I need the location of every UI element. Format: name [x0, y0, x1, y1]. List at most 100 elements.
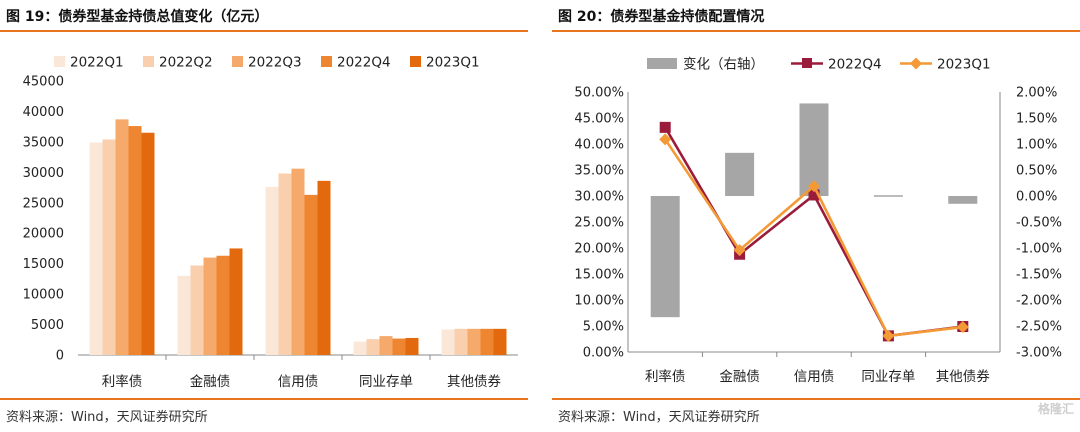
legend-label: 变化（右轴） [683, 57, 764, 73]
bar-2022Q1-其他债券 [441, 329, 455, 355]
y-left-tick-label: 15.00% [574, 268, 624, 283]
x-category-label: 金融债 [719, 369, 760, 385]
y-tick-label: 5000 [31, 318, 64, 333]
x-category-label: 其他债券 [447, 374, 501, 390]
bar-2023Q1-其他债券 [493, 328, 507, 355]
x-category-label: 信用债 [278, 374, 319, 390]
bar-2023Q1-金融债 [229, 248, 243, 355]
y-tick-label: 45000 [23, 75, 64, 90]
y-right-tick-label: -2.00% [1016, 294, 1062, 309]
y-tick-label: 20000 [23, 227, 64, 242]
y-left-tick-label: 50.00% [574, 86, 624, 101]
bar-2022Q4-同业存单 [392, 338, 406, 355]
legend-label: 2022Q3 [248, 55, 302, 71]
source-note: 资料来源：Wind，天风证券研究所 [6, 410, 208, 425]
marker-2023Q1 [659, 133, 672, 146]
bar-2022Q1-利率债 [89, 142, 103, 355]
legend-label: 2023Q1 [426, 55, 480, 71]
title-rule [0, 30, 528, 32]
change-bar-同业存单 [873, 195, 903, 197]
bar-2023Q1-同业存单 [405, 337, 419, 355]
bar-chart: 0 5000 10000 15000 20000 25000 30000 35000 40000… [23, 55, 518, 390]
y-right-tick-label: 0.50% [1016, 164, 1057, 179]
bar-2022Q1-信用债 [265, 186, 279, 355]
chart-title: 图 19：债券型基金持债总值变化（亿元） [6, 9, 269, 25]
y-left-tick-label: 20.00% [574, 242, 624, 257]
legend-marker-2023Q1 [910, 57, 922, 70]
legend-label: 2022Q2 [159, 55, 213, 71]
title-rule [552, 30, 1080, 32]
bar-2022Q1-同业存单 [353, 341, 367, 355]
y-left-tick-label: 30.00% [574, 190, 624, 205]
bar-2022Q4-其他债券 [480, 328, 494, 355]
y-right-tick-label: -1.00% [1016, 242, 1062, 257]
x-category-label: 同业存单 [359, 374, 413, 390]
bar-2022Q3-同业存单 [379, 336, 393, 355]
bar-2022Q4-利率债 [128, 126, 142, 356]
legend-marker-2022Q4 [802, 58, 812, 68]
legend-swatch-change [647, 58, 677, 69]
bar-2022Q2-其他债券 [454, 328, 468, 355]
legend-label: 2022Q4 [828, 57, 882, 73]
change-bar-金融债 [725, 152, 755, 196]
y-tick-label: 10000 [23, 288, 64, 303]
marker-2022Q4 [808, 189, 820, 201]
combo-chart: 0.00% 5.00% 10.00% 15.00% 20.00% 25.00% 30.00%… [574, 57, 1062, 386]
y-tick-label: 25000 [23, 196, 64, 211]
bar-2023Q1-信用债 [317, 180, 331, 355]
y-tick-label: 40000 [23, 105, 64, 120]
chart-panel-bond-holdings: 图 19：债券型基金持债总值变化（亿元） 0 5000 10000 15000 2000… [0, 0, 528, 432]
y-left-tick-label: 40.00% [574, 138, 624, 153]
bar-2023Q1-利率债 [141, 132, 155, 355]
legend-label: 2023Q1 [937, 57, 991, 73]
y-right-tick-label: 0.00% [1016, 190, 1057, 205]
marker-2023Q1 [882, 329, 895, 342]
legend-swatch-2023Q1 [410, 56, 421, 67]
y-left-tick-label: 5.00% [583, 320, 624, 335]
y-tick-label: 0 [56, 349, 64, 364]
source-rule [0, 398, 528, 400]
y-right-tick-label: -1.50% [1016, 268, 1062, 283]
change-bar-其他债券 [948, 196, 978, 204]
marker-2023Q1 [733, 244, 746, 257]
y-right-tick-label: -2.50% [1016, 320, 1062, 335]
y-tick-label: 35000 [23, 135, 64, 150]
marker-2023Q1 [808, 180, 820, 193]
legend-swatch-2022Q1 [54, 56, 65, 67]
x-category-label: 信用债 [794, 369, 835, 385]
source-rule [552, 398, 1080, 400]
source-note: 资料来源：Wind，天风证券研究所 [558, 410, 760, 425]
x-category-label: 金融债 [190, 374, 231, 390]
y-tick-label: 30000 [23, 166, 64, 181]
y-right-tick-label: 1.50% [1016, 112, 1057, 127]
y-right-tick-label: -0.50% [1016, 216, 1062, 231]
legend-swatch-2022Q3 [232, 56, 243, 67]
marker-2023Q1 [956, 321, 969, 334]
bar-2022Q3-信用债 [291, 168, 305, 355]
legend-label: 2022Q1 [70, 55, 124, 71]
watermark-logo: 格隆汇 [1037, 402, 1074, 416]
y-left-tick-label: 10.00% [574, 294, 624, 309]
chart-panel-allocation: 图 20：债券型基金持债配置情况 0.00% 5.00% 10.00% 15.00% 2… [552, 0, 1080, 432]
y-right-tick-label: -3.00% [1016, 346, 1062, 361]
bar-2022Q3-利率债 [115, 119, 129, 355]
bar-2022Q3-金融债 [203, 257, 217, 355]
bar-2022Q3-其他债券 [467, 328, 481, 355]
bar-2022Q4-金融债 [216, 255, 230, 355]
x-category-label: 利率债 [102, 373, 143, 390]
bar-2022Q2-信用债 [278, 173, 292, 355]
bar-2022Q1-金融债 [177, 275, 191, 355]
change-bar-利率债 [650, 196, 680, 318]
bar-2022Q2-利率债 [102, 139, 116, 355]
y-left-tick-label: 35.00% [574, 164, 624, 179]
marker-2022Q4 [659, 121, 671, 133]
x-category-label: 其他债券 [936, 369, 990, 385]
legend-swatch-2022Q4 [321, 56, 332, 67]
y-left-tick-label: 25.00% [574, 216, 624, 231]
bar-2022Q2-同业存单 [366, 339, 380, 355]
x-category-label: 同业存单 [861, 369, 915, 385]
y-tick-label: 15000 [23, 257, 64, 272]
legend-label: 2022Q4 [337, 55, 391, 71]
legend-swatch-2022Q2 [143, 56, 154, 67]
y-right-tick-label: 1.00% [1016, 138, 1057, 153]
